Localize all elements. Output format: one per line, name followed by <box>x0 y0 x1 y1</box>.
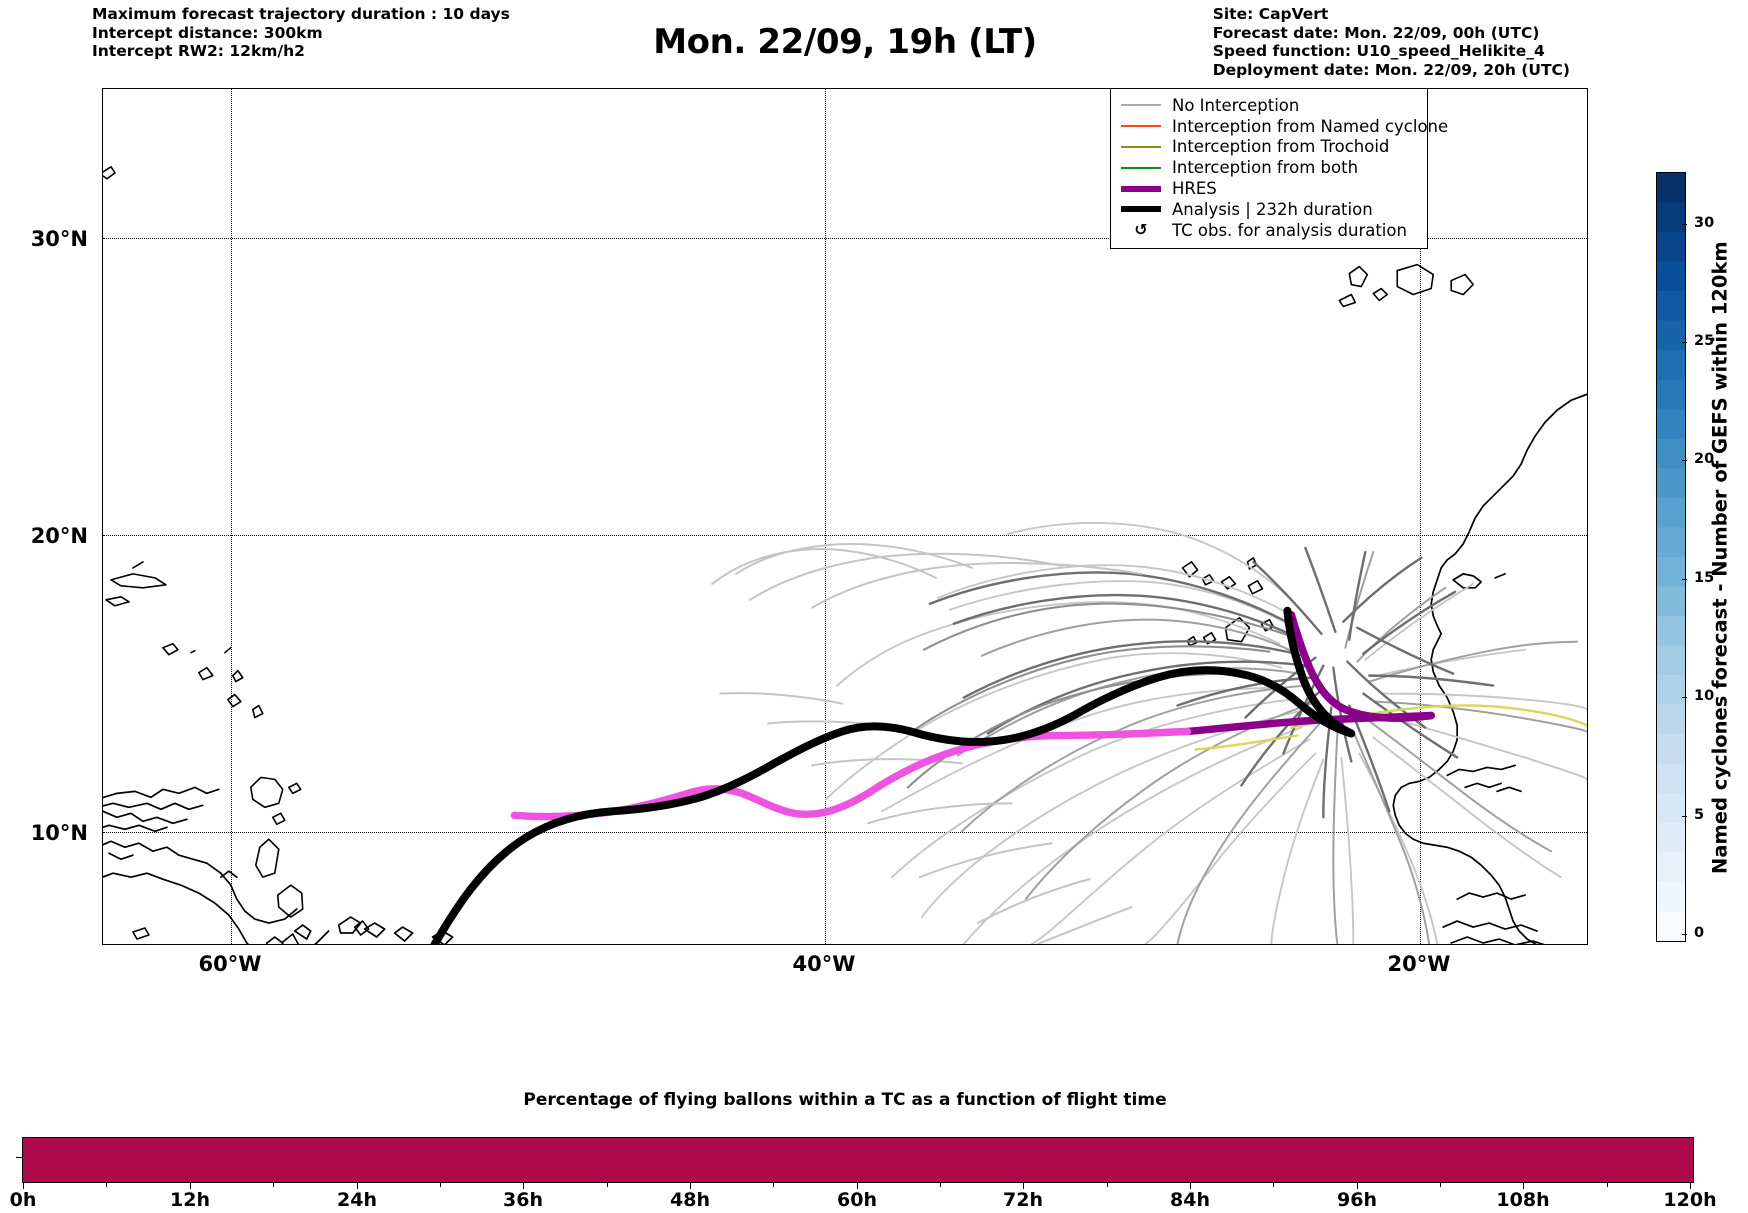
btick-mark-60h <box>857 1183 858 1189</box>
btick-mark-108h <box>1523 1183 1524 1189</box>
legend-label-analysis: Analysis | 232h duration <box>1172 199 1373 219</box>
colorbar-tick-label-30: 30 <box>1694 215 1715 231</box>
btick-mark-84h <box>1190 1183 1191 1189</box>
xtick-20w: 20°W <box>1387 952 1451 976</box>
bottom-chart-title: Percentage of flying ballons within a TC… <box>523 1090 1167 1110</box>
header-forecast-date: Forecast date: Mon. 22/09, 00h (UTC) <box>1212 23 1540 42</box>
colorbar-tick-label-10: 10 <box>1694 688 1715 704</box>
coastline-west-africa <box>1392 393 1587 944</box>
ytick-30n: 30°N <box>30 227 88 251</box>
legend-label-no-interception: No Interception <box>1172 95 1300 115</box>
header-left-line-2: Intercept distance: 300km <box>92 23 323 42</box>
xtick-60w: 60°W <box>198 952 262 976</box>
legend-item-no-interception[interactable]: No Interception <box>1119 95 1417 116</box>
btick-mark-minor-78h <box>1107 1183 1108 1187</box>
tc-obs-icon: ↺ <box>1134 220 1148 240</box>
ytick-20n: 20°N <box>30 524 88 548</box>
header-speed-function: Speed function: U10_speed_Helikite_4 <box>1212 42 1545 60</box>
legend-item-tc-obs[interactable]: ↺ TC obs. for analysis duration <box>1119 220 1417 241</box>
map-legend: No Interception Interception from Named … <box>1110 88 1448 249</box>
btick-mark-minor-90h <box>1273 1183 1274 1187</box>
bottom-y-tick <box>16 1157 22 1158</box>
colorbar-tick-label-0: 0 <box>1694 925 1705 941</box>
legend-swatch-no-interception <box>1119 98 1163 112</box>
btick-label-48h: 48h <box>670 1189 710 1211</box>
colorbar-tick-label-25: 25 <box>1694 333 1715 349</box>
btick-mark-minor-30h <box>440 1183 441 1187</box>
btick-mark-minor-102h <box>1440 1183 1441 1187</box>
btick-label-0h: 0h <box>9 1189 37 1211</box>
btick-mark-36h <box>523 1183 524 1189</box>
btick-label-36h: 36h <box>503 1189 543 1211</box>
gridline-lon-20w <box>1420 89 1421 944</box>
colorbar-tick-label-5: 5 <box>1694 807 1705 823</box>
btick-mark-minor-42h <box>607 1183 608 1187</box>
header-site: Site: CapVert <box>1212 5 1329 23</box>
map-vector-layer <box>103 166 1587 944</box>
colorbar-tick-label-20: 20 <box>1694 451 1715 467</box>
gridline-lat-20n <box>103 535 1587 536</box>
header-left-line-1: Maximum forecast trajectory duration : 1… <box>92 5 510 23</box>
btick-mark-minor-18h <box>273 1183 274 1187</box>
colorbar-gradient <box>1656 172 1686 942</box>
btick-mark-48h <box>690 1183 691 1189</box>
btick-mark-96h <box>1357 1183 1358 1189</box>
btick-label-60h: 60h <box>837 1189 877 1211</box>
btick-mark-minor-114h <box>1607 1183 1608 1187</box>
legend-swatch-both <box>1119 161 1163 175</box>
canary-islands <box>1338 263 1474 308</box>
btick-mark-12h <box>190 1183 191 1189</box>
header-left-block: Maximum forecast trajectory duration : 1… <box>92 5 510 61</box>
gridline-lon-40w <box>825 89 826 944</box>
flight-time-bar-axes[interactable] <box>22 1137 1694 1183</box>
btick-label-72h: 72h <box>1003 1189 1043 1211</box>
flight-time-bar-fill <box>23 1138 1693 1182</box>
header-deployment-date: Deployment date: Mon. 22/09, 20h (UTC) <box>1212 60 1570 79</box>
legend-label-named-cyclone: Interception from Named cyclone <box>1172 116 1449 136</box>
ensemble-trajectories-no-interception <box>711 522 1587 944</box>
legend-item-named-cyclone[interactable]: Interception from Named cyclone <box>1119 116 1448 137</box>
legend-label-tc-obs: TC obs. for analysis duration <box>1172 220 1407 240</box>
gridline-lat-10n <box>103 832 1587 833</box>
legend-label-both: Interception from both <box>1172 158 1359 178</box>
btick-mark-minor-66h <box>940 1183 941 1187</box>
legend-item-both[interactable]: Interception from both <box>1119 157 1417 178</box>
analysis-track <box>430 606 1356 944</box>
coastline-south-america <box>103 786 454 944</box>
ytick-10n: 10°N <box>30 821 88 845</box>
legend-item-trochoid[interactable]: Interception from Trochoid <box>1119 137 1417 158</box>
legend-swatch-trochoid <box>1119 140 1163 154</box>
btick-label-96h: 96h <box>1337 1189 1377 1211</box>
legend-swatch-named-cyclone <box>1119 119 1163 133</box>
btick-mark-minor-54h <box>773 1183 774 1187</box>
btick-mark-72h <box>1023 1183 1024 1189</box>
coastline-group <box>103 166 370 944</box>
colorbar[interactable]: 30 25 20 15 10 5 0 <box>1656 172 1714 942</box>
colorbar-title: Named cyclones forecast - Number of GEFS… <box>1708 241 1732 875</box>
btick-label-120h: 120h <box>1663 1189 1717 1211</box>
btick-label-108h: 108h <box>1496 1189 1550 1211</box>
legend-item-hres[interactable]: HRES <box>1119 178 1417 199</box>
btick-mark-24h <box>357 1183 358 1189</box>
header-right-block: Site: CapVert Forecast date: Mon. 22/09,… <box>1213 5 1570 79</box>
legend-swatch-analysis <box>1119 202 1163 216</box>
btick-mark-120h <box>1690 1183 1691 1189</box>
btick-mark-minor-6h <box>106 1183 107 1187</box>
header-left-line-3: Intercept RW2: 12km/h2 <box>92 42 305 60</box>
cape-verde-islands <box>1181 557 1275 647</box>
colorbar-tick-label-15: 15 <box>1694 570 1715 586</box>
legend-item-analysis[interactable]: Analysis | 232h duration <box>1119 199 1417 220</box>
legend-label-hres: HRES <box>1172 179 1217 199</box>
page-title: Mon. 22/09, 19h (LT) <box>653 22 1037 62</box>
btick-label-84h: 84h <box>1170 1189 1210 1211</box>
legend-label-trochoid: Interception from Trochoid <box>1172 137 1390 157</box>
legend-swatch-hres <box>1119 182 1163 196</box>
btick-label-24h: 24h <box>337 1189 377 1211</box>
gridline-lat-30n <box>103 238 1587 239</box>
btick-label-12h: 12h <box>170 1189 210 1211</box>
xtick-40w: 40°W <box>792 952 856 976</box>
btick-mark-0h <box>23 1183 24 1189</box>
gridline-lon-60w <box>231 89 232 944</box>
